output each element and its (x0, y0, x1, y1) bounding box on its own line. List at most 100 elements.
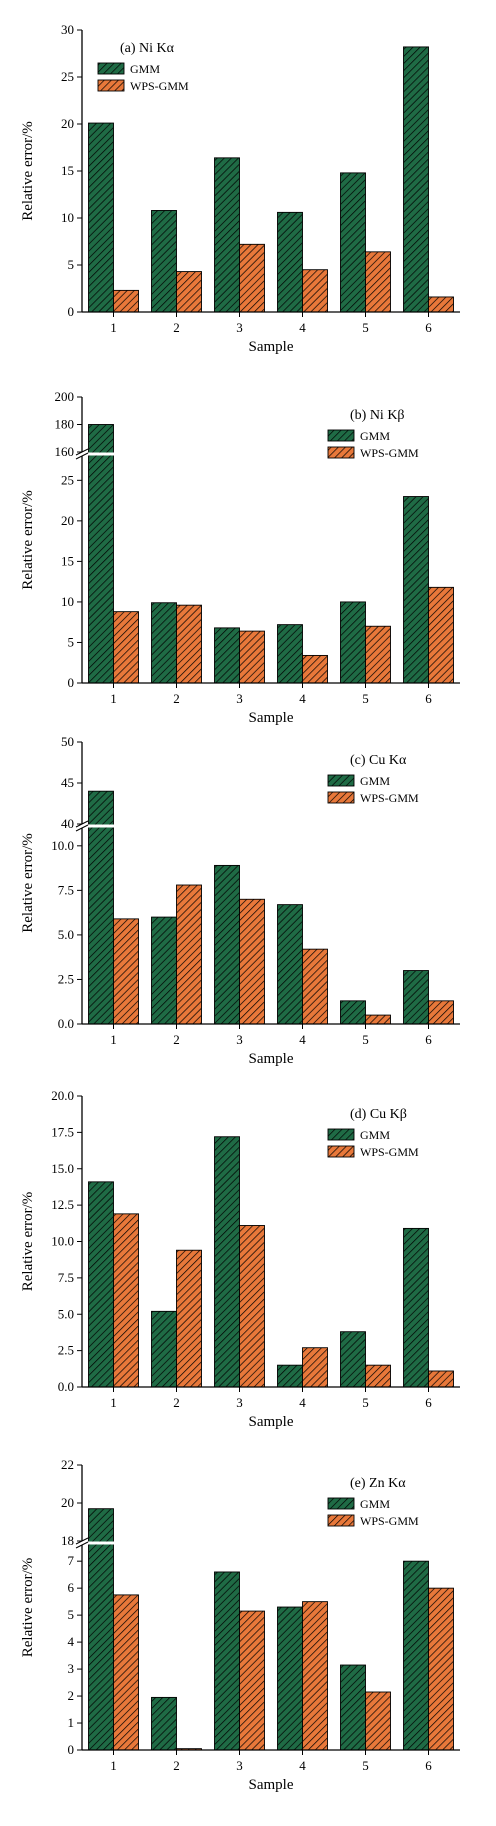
bar-gmm-sample-3 (214, 157, 240, 313)
bar-gmm-sample-6 (403, 496, 429, 684)
axis-break-gap (76, 452, 122, 456)
bar-gmm-sample-6 (403, 970, 429, 1025)
y-tick-label: 0.0 (58, 1379, 74, 1394)
panel-title: (d) Cu Kβ (350, 1107, 407, 1122)
x-tick-label: 1 (110, 691, 117, 706)
bar-wps-gmm-sample-5 (365, 251, 391, 313)
bar-wps-gmm-sample-6 (428, 1370, 454, 1388)
bar-gmm-sample-5 (340, 172, 366, 313)
bar-gmm-sample-4 (277, 624, 303, 684)
bar-gmm-sample-2 (151, 1310, 177, 1388)
x-tick-label: 3 (236, 691, 243, 706)
legend-label-gmm: GMM (130, 62, 160, 76)
y-axis-title: Relative error/% (20, 833, 36, 933)
x-tick-label: 4 (299, 1395, 306, 1410)
x-tick-label: 4 (299, 1032, 306, 1047)
bar-gmm-sample-6 (403, 1227, 429, 1388)
legend-label-wps-gmm: WPS-GMM (360, 1514, 419, 1528)
y-tick-label: 6 (68, 1580, 75, 1595)
bar-gmm-sample-1 (88, 1181, 114, 1388)
bar-wps-gmm-sample-6 (428, 586, 454, 684)
bar-wps-gmm-sample-1 (113, 918, 139, 1025)
y-tick-label: 17.5 (51, 1124, 74, 1139)
bar-wps-gmm-sample-4 (302, 654, 328, 684)
x-axis-title: Sample (249, 1414, 294, 1430)
y-tick-label: 2 (68, 1688, 75, 1703)
x-tick-label: 3 (236, 1395, 243, 1410)
chart-panel-2: 1 2 3 4 5 6 0 5 10 15 20 25 160 180 200 Sample Relative … (20, 389, 460, 726)
x-tick-label: 4 (299, 1758, 306, 1773)
axis-break-gap (76, 824, 122, 828)
legend-label-gmm: GMM (360, 774, 390, 788)
x-axis-title: Sample (249, 710, 294, 726)
bar-gmm-sample-4 (277, 1606, 303, 1751)
x-tick-label: 2 (173, 1758, 180, 1773)
y-tick-label: 15 (61, 553, 74, 568)
y-tick-label: 4 (68, 1634, 75, 1649)
axis-break-mark (75, 820, 89, 828)
x-tick-label: 6 (425, 691, 432, 706)
bar-wps-gmm-sample-6 (428, 296, 454, 313)
legend-label-wps-gmm: WPS-GMM (360, 791, 419, 805)
legend-swatch-wps-gmm (327, 1145, 355, 1158)
bar-wps-gmm-sample-1 (113, 289, 139, 313)
axis-break-mark (75, 1537, 89, 1545)
bar-wps-gmm-sample-1 (113, 611, 139, 684)
y-tick-label: 5 (68, 1607, 75, 1622)
y-axis-title: Relative error/% (20, 121, 36, 221)
x-axis-title: Sample (249, 1777, 294, 1793)
bar-gmm-sample-4 (277, 211, 303, 313)
y-tick-label: 7.5 (58, 1270, 74, 1285)
legend-label-gmm: GMM (360, 429, 390, 443)
legend-label-gmm: GMM (360, 1497, 390, 1511)
x-axis-title: Sample (249, 339, 294, 355)
y-tick-label: 2.5 (58, 971, 74, 986)
bar-wps-gmm-sample-6 (428, 1587, 454, 1751)
x-tick-label: 3 (236, 320, 243, 335)
x-tick-label: 6 (425, 1758, 432, 1773)
bar-wps-gmm-sample-3 (239, 630, 265, 684)
bar-wps-gmm-sample-2 (176, 271, 202, 313)
panel-title: (a) Ni Kα (120, 41, 175, 56)
y-tick-label: 160 (55, 444, 75, 459)
y-tick-label: 20 (61, 1495, 74, 1510)
axis-break-mark (75, 1541, 89, 1549)
bar-wps-gmm-sample-1 (113, 1213, 139, 1388)
axis-break-gap (76, 1541, 122, 1545)
y-tick-label: 3 (68, 1661, 75, 1676)
legend-label-wps-gmm: WPS-GMM (360, 1145, 419, 1159)
y-tick-label: 22 (61, 1457, 74, 1472)
x-tick-label: 2 (173, 320, 180, 335)
bar-gmm-sample-1 (88, 790, 114, 1025)
bar-wps-gmm-sample-5 (365, 1014, 391, 1025)
legend-swatch-gmm (327, 1128, 355, 1141)
chart-panel-5: 1 2 3 4 5 6 0 1 2 3 4 5 6 7 18 20 22 Sample Relative error… (20, 1457, 460, 1793)
y-tick-label: 10 (61, 594, 74, 609)
panel-title: (c) Cu Kα (350, 753, 407, 768)
axis-break-mark (75, 824, 89, 832)
y-tick-label: 20 (61, 116, 74, 131)
legend-swatch-gmm (327, 774, 355, 787)
x-tick-label: 2 (173, 1032, 180, 1047)
y-tick-label: 5.0 (58, 1306, 74, 1321)
bar-gmm-sample-2 (151, 1696, 177, 1751)
bar-wps-gmm-sample-2 (176, 604, 202, 684)
bar-gmm-sample-1 (88, 122, 114, 313)
bar-gmm-sample-1 (88, 1508, 114, 1751)
y-tick-label: 15 (61, 163, 74, 178)
bar-wps-gmm-sample-4 (302, 1347, 328, 1388)
legend-swatch-gmm (327, 429, 355, 442)
legend-swatch-wps-gmm (97, 79, 125, 92)
y-tick-label: 7.5 (58, 882, 74, 897)
panel-title: (e) Zn Kα (350, 1476, 406, 1491)
legend-swatch-wps-gmm (327, 446, 355, 459)
y-tick-label: 10 (61, 210, 74, 225)
bar-gmm-sample-3 (214, 1136, 240, 1388)
axis-break-mark (75, 452, 89, 460)
bar-wps-gmm-sample-1 (113, 1594, 139, 1751)
bar-gmm-sample-6 (403, 1560, 429, 1751)
chart-panel-1: 1 2 3 4 5 6 0 5 10 15 20 25 30 Sample Relative error/%… (20, 22, 460, 355)
y-tick-label: 45 (61, 775, 74, 790)
y-tick-label: 2.5 (58, 1343, 74, 1358)
y-tick-label: 25 (61, 472, 74, 487)
